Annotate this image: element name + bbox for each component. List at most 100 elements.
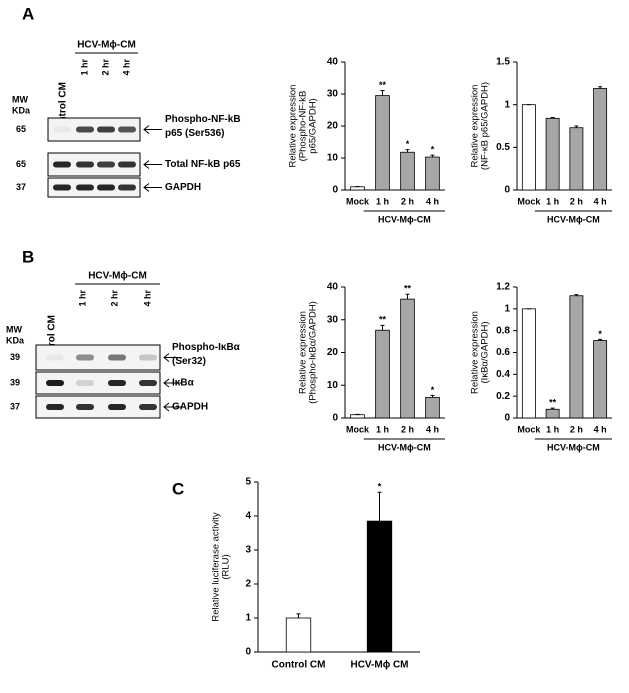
band [97,161,115,168]
band-label: p65 (Ser536) [165,128,224,139]
x-tick-label: Mock [346,424,370,434]
y-tick-label: 0.2 [496,391,510,402]
y-tick-label: 4 [245,511,251,522]
error-bar [598,338,603,341]
lane-label: 1 hr [77,290,87,307]
error-bar [380,324,385,331]
significance: * [406,139,410,149]
error-bar [296,613,301,618]
y-axis-label: (IκBα/GAPDH) [480,322,491,384]
bar [569,295,584,419]
y-tick-label: 1 [245,613,251,624]
y-axis-label: Relative expression [470,311,481,394]
significance: ** [404,284,412,294]
bar [425,396,440,419]
y-tick-label: 0 [332,413,338,424]
mw-value: 39 [10,352,20,362]
x-tick-label: 1 h [376,424,389,434]
band-label: Phospho-IκBα [172,342,241,353]
bar [425,156,440,191]
bar [375,329,390,419]
band [76,404,94,410]
band [118,184,136,191]
arrow [163,378,182,388]
band [76,380,94,386]
y-tick-label: 0.5 [496,142,510,153]
lane-header: Control CM [58,82,69,136]
y-axis-label: Relative expression [288,85,299,168]
band [46,354,64,361]
y-tick-label: 10 [327,380,339,391]
y-axis-label: (NF-κB p65/GAPDH) [480,82,491,170]
error-bar [405,149,410,153]
x-tick-label: 2 h [401,424,414,434]
y-tick-label: 0 [504,185,510,196]
significance: * [598,329,602,339]
x-tick-label: 4 h [594,424,607,434]
error-bar [380,89,385,96]
band-label: Phospho-NF-kB [165,114,241,125]
band [139,354,157,361]
mw-value: 37 [16,182,26,192]
band [118,161,136,168]
band [97,126,115,133]
x-tick-label: Control CM [272,660,326,671]
y-tick-label: 0.8 [496,325,510,336]
band-label: GAPDH [165,182,201,193]
panel-label: C [172,479,184,498]
arrow [143,183,162,192]
bar [593,340,608,419]
group-label: HCV-Mϕ-CM [378,214,431,224]
band [46,404,64,410]
band [108,380,126,386]
y-tick-label: 10 [327,153,339,164]
y-tick-label: 0.4 [496,369,510,380]
lane-label: 2 hr [100,59,110,76]
mw-header: MW [6,324,22,334]
panel-label: A [22,4,34,23]
y-tick-label: 40 [327,282,339,293]
lane-label: 4 hr [142,290,152,307]
mw-header: MW [12,94,28,104]
bar [285,617,312,653]
lane-label: 2 hr [109,290,119,307]
mw-header: KDa [6,335,25,345]
group-label: HCV-Mϕ-CM [77,40,136,51]
x-tick-label: 4 h [426,196,439,206]
y-tick-label: 1 [504,303,510,314]
y-tick-label: 20 [327,121,339,132]
bar [569,127,584,191]
y-tick-label: 0 [504,413,510,424]
significance: ** [379,315,387,325]
band [76,184,94,191]
band [97,184,115,191]
band-label: GAPDH [172,402,208,413]
x-tick-label: 4 h [594,196,607,206]
y-tick-label: 0.6 [496,347,510,358]
band [139,404,157,410]
group-label: HCV-Mϕ-CM [547,442,600,452]
y-tick-label: 0 [332,185,338,196]
bar [400,151,415,191]
arrow [143,125,162,134]
band [108,354,126,361]
error-bar [574,294,579,296]
x-tick-label: 2 h [570,196,583,206]
blot-box [35,371,161,395]
bar [521,308,536,419]
x-tick-label: Mock [517,424,541,434]
band [76,126,94,133]
x-tick-label: 2 h [570,424,583,434]
bar [350,186,365,191]
significance: ** [549,398,557,408]
x-tick-label: 1 h [546,196,559,206]
error-bar [430,394,435,398]
band [53,161,71,168]
band-label: (Ser32) [172,356,206,367]
x-tick-label: 1 h [546,424,559,434]
arrow [143,160,162,169]
error-bar [430,154,435,158]
y-tick-label: 3 [245,545,251,556]
error-bar [574,125,579,128]
